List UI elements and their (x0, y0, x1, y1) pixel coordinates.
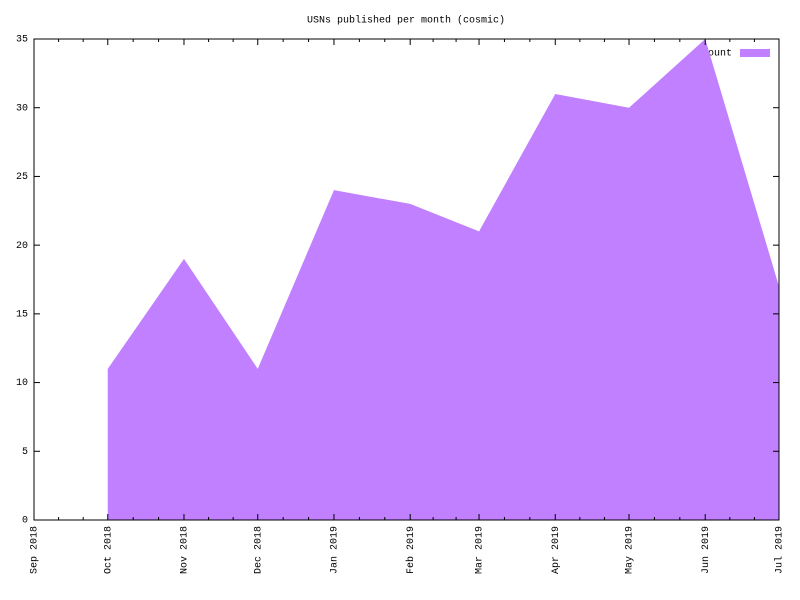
legend-label: count (702, 49, 732, 60)
x-tick-label: Feb 2019 (405, 526, 417, 574)
area (107, 39, 779, 520)
x-tick-label: Oct 2018 (103, 526, 114, 574)
x-tick-label: Sep 2018 (30, 526, 41, 574)
x-tick-label: May 2019 (625, 526, 636, 574)
y-tick-label: 5 (22, 447, 28, 458)
x-tick-label: Mar 2019 (475, 526, 486, 574)
y-tick-label: 35 (16, 35, 28, 46)
y-tick-label: 20 (16, 241, 28, 252)
chart-title: USNs published per month (cosmic) (307, 15, 505, 27)
x-tick-label: Jan 2019 (330, 526, 341, 574)
y-tick-label: 30 (16, 103, 28, 114)
y-tick-label: 10 (16, 378, 28, 389)
x-tick-label: Apr 2019 (551, 526, 562, 574)
plot-border (33, 38, 780, 521)
legend-swatch (740, 49, 770, 57)
y-tick-label: 15 (16, 309, 28, 320)
x-tick-label: Jun 2019 (701, 526, 712, 574)
x-tick-label: Jul 2019 (774, 526, 786, 574)
x-tick-label: Dec 2018 (253, 526, 264, 574)
y-tick-label: 0 (22, 516, 28, 527)
y-tick-label: 25 (16, 172, 28, 183)
x-tick-label: Nov 2018 (180, 526, 191, 574)
